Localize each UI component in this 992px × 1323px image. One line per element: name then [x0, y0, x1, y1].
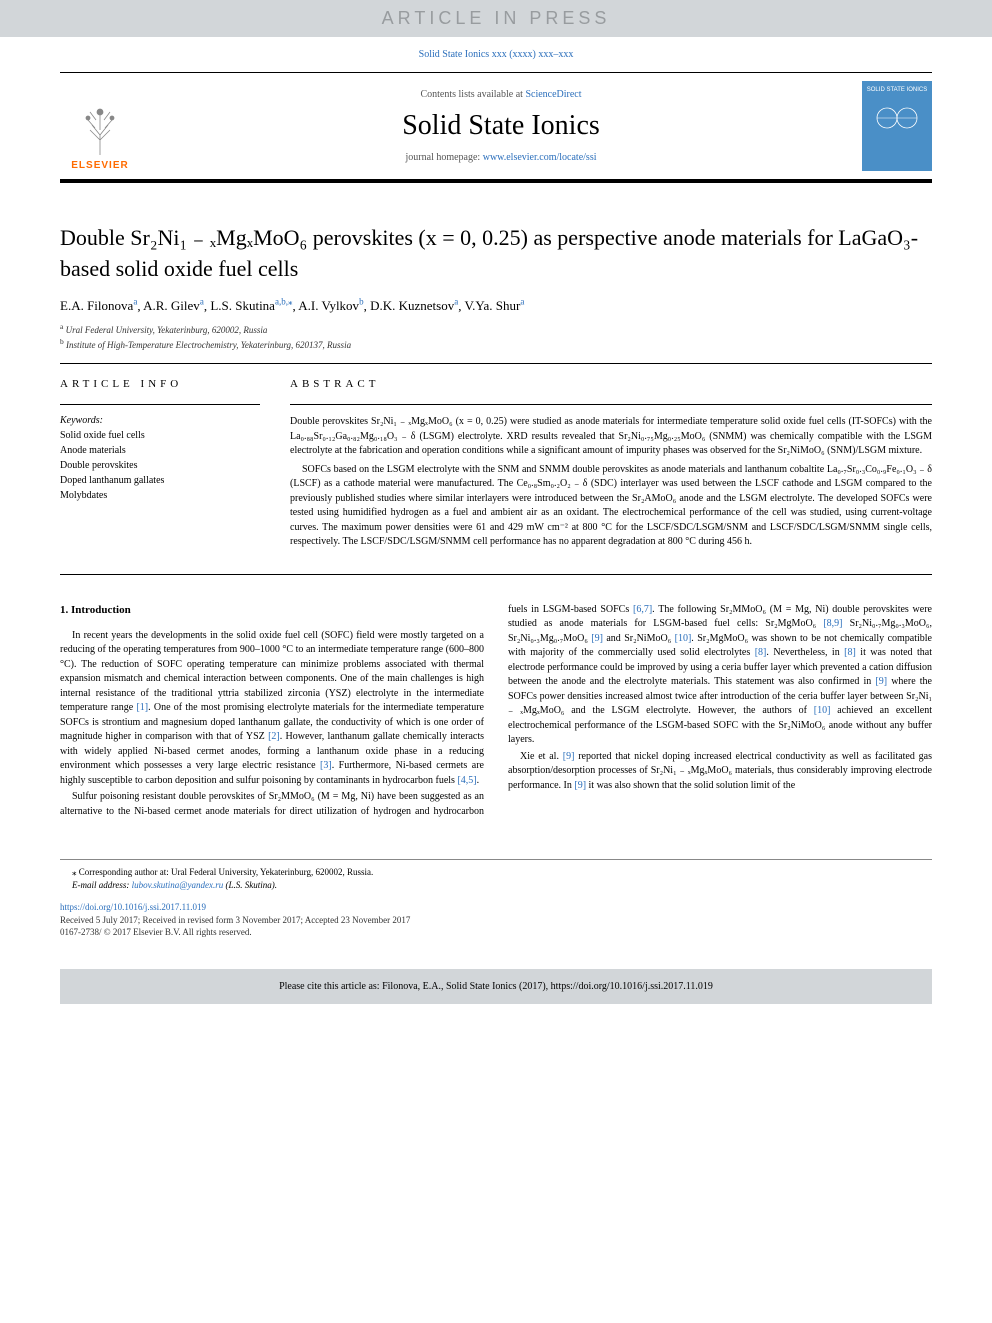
citation-link[interactable]: [10]: [675, 633, 692, 644]
keyword: Molybdates: [60, 488, 260, 503]
footer: ⁎ Corresponding author at: Ural Federal …: [60, 859, 932, 939]
author: E.A. Filonovaa: [60, 298, 137, 313]
body-para: In recent years the developments in the …: [60, 629, 484, 789]
author: A.R. Gileva: [143, 298, 204, 313]
journal-title: Solid State Ionics: [140, 110, 862, 142]
article-info-column: ARTICLE INFO Keywords: Solid oxide fuel …: [60, 378, 260, 554]
sciencedirect-link[interactable]: ScienceDirect: [525, 89, 581, 100]
citation-link[interactable]: [3]: [320, 760, 332, 771]
author-affil-sup: a: [520, 297, 524, 307]
article-dates: Received 5 July 2017; Received in revise…: [60, 914, 932, 927]
citation-link[interactable]: [9]: [563, 751, 575, 762]
citation-link[interactable]: [2]: [268, 731, 280, 742]
article-in-press-banner: ARTICLE IN PRESS: [0, 0, 992, 37]
section-heading-introduction: 1. Introduction: [60, 603, 484, 619]
corresponding-author: ⁎ Corresponding author at: Ural Federal …: [60, 866, 932, 879]
journal-cover-thumbnail: SOLID STATE IONICS: [862, 81, 932, 171]
email-label: E-mail address:: [72, 880, 132, 890]
email-link[interactable]: lubov.skutina@yandex.ru: [132, 880, 224, 890]
abstract-para: Double perovskites Sr₂Ni₁ ₋ ₓMgₓMoO₆ (x …: [290, 415, 932, 459]
author-name: V.Ya. Shur: [464, 298, 520, 313]
body-span: . Nevertheless, in: [766, 647, 844, 658]
citation-link[interactable]: [1]: [136, 702, 148, 713]
cover-graphic-icon: [867, 93, 927, 143]
citation-link[interactable]: [6,7]: [633, 604, 652, 615]
abstract-column: ABSTRACT Double perovskites Sr₂Ni₁ ₋ ₓMg…: [290, 378, 932, 554]
divider: [290, 404, 932, 405]
contents-line: Contents lists available at ScienceDirec…: [140, 89, 862, 100]
citation-link[interactable]: [9]: [574, 780, 586, 791]
email-suffix: (L.S. Skutina).: [223, 880, 277, 890]
citation-link[interactable]: [10]: [814, 705, 831, 716]
journal-header: ELSEVIER Contents lists available at Sci…: [60, 72, 932, 183]
author: V.Ya. Shura: [464, 298, 524, 313]
abstract-heading: ABSTRACT: [290, 378, 932, 390]
email-line: E-mail address: lubov.skutina@yandex.ru …: [60, 879, 932, 892]
author: L.S. Skutinaa,b,⁎: [210, 298, 292, 313]
author-affil-sup: a: [200, 297, 204, 307]
author-name: E.A. Filonova: [60, 298, 133, 313]
author-list: E.A. Filonovaa, A.R. Gileva, L.S. Skutin…: [60, 297, 932, 314]
author-name: L.S. Skutina: [210, 298, 275, 313]
author-name: D.K. Kuznetsov: [370, 298, 454, 313]
citation-link[interactable]: [8]: [755, 647, 767, 658]
body-span: Xie et al.: [520, 751, 563, 762]
body-span: .: [477, 775, 480, 786]
author-affil-sup: b: [359, 297, 364, 307]
abstract-text: Double perovskites Sr₂Ni₁ ₋ ₓMgₓMoO₆ (x …: [290, 415, 932, 550]
keyword: Doped lanthanum gallates: [60, 473, 260, 488]
divider: [60, 574, 932, 575]
author: D.K. Kuznetsova: [370, 298, 458, 313]
abstract-para: SOFCs based on the LSGM electrolyte with…: [290, 463, 932, 550]
keyword: Double perovskites: [60, 458, 260, 473]
citation-link[interactable]: [8]: [844, 647, 856, 658]
copyright: 0167-2738/ © 2017 Elsevier B.V. All righ…: [60, 926, 932, 939]
contents-prefix: Contents lists available at: [420, 89, 525, 100]
author-affil-sup: a: [133, 297, 137, 307]
body-para: Xie et al. [9] reported that nickel dopi…: [508, 750, 932, 794]
affiliation-list: a Ural Federal University, Yekaterinburg…: [60, 322, 932, 351]
body-span: In recent years the developments in the …: [60, 630, 484, 714]
divider: [60, 404, 260, 405]
affil-sup: b: [60, 337, 64, 346]
divider: [60, 363, 932, 364]
keyword: Solid oxide fuel cells: [60, 428, 260, 443]
citation-box: Please cite this article as: Filonova, E…: [60, 969, 932, 1004]
body-span: and Sr₂NiMoO₆: [603, 633, 675, 644]
body-text: 1. Introduction In recent years the deve…: [60, 603, 932, 819]
affil-text: Institute of High-Temperature Electroche…: [66, 340, 351, 350]
header-center: Contents lists available at ScienceDirec…: [140, 89, 862, 163]
journal-homepage-link[interactable]: www.elsevier.com/locate/ssi: [483, 152, 597, 163]
author-name: A.R. Gilev: [143, 298, 200, 313]
citation-link[interactable]: [9]: [591, 633, 603, 644]
elsevier-tree-icon: [70, 100, 130, 160]
body-span: it was also shown that the solid solutio…: [586, 780, 795, 791]
homepage-prefix: journal homepage:: [406, 152, 483, 163]
article-title: Double Sr₂Ni₁ ₋ ₓMgₓMoO₆ perovskites (x …: [60, 223, 932, 285]
homepage-line: journal homepage: www.elsevier.com/locat…: [140, 152, 862, 163]
journal-reference: Solid State Ionics xxx (xxxx) xxx–xxx: [0, 37, 992, 72]
affil-sup: a: [60, 322, 63, 331]
affil-text: Ural Federal University, Yekaterinburg, …: [66, 325, 268, 335]
info-abstract-row: ARTICLE INFO Keywords: Solid oxide fuel …: [60, 378, 932, 554]
author-name: A.I. Vylkov: [298, 298, 359, 313]
author: A.I. Vylkovb: [298, 298, 363, 313]
elsevier-logo: ELSEVIER: [60, 81, 140, 171]
citation-link[interactable]: [4,5]: [457, 775, 476, 786]
affiliation: a Ural Federal University, Yekaterinburg…: [60, 322, 932, 337]
keywords-label: Keywords:: [60, 415, 260, 426]
affiliation: b Institute of High-Temperature Electroc…: [60, 337, 932, 352]
author-affil-sup: a,b,⁎: [275, 297, 293, 307]
article-info-heading: ARTICLE INFO: [60, 378, 260, 390]
keyword: Anode materials: [60, 443, 260, 458]
citation-link[interactable]: [9]: [875, 676, 887, 687]
doi-link[interactable]: https://doi.org/10.1016/j.ssi.2017.11.01…: [60, 901, 932, 914]
elsevier-wordmark: ELSEVIER: [71, 160, 128, 171]
author-affil-sup: a: [454, 297, 458, 307]
citation-link[interactable]: [8,9]: [823, 618, 842, 629]
